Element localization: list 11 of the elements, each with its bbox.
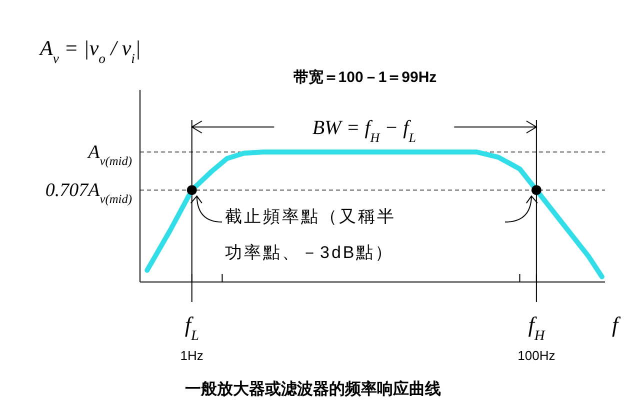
text: 一般放大器或滤波器的频率响应曲线 <box>185 379 441 398</box>
ref-line-label: A$_{v(mid)}$ <box>86 142 132 168</box>
y-axis-title: A$_{v}$ = |v$_{o}$ / v$_{i}$| <box>38 36 141 66</box>
text: BW = f$_{H}$ − f$_{L}$ <box>312 117 416 144</box>
annotation: 截止頻率點（又稱半 <box>225 207 396 226</box>
x-axis-title: f <box>612 312 621 337</box>
text: 带宽＝100－1＝99Hz <box>293 68 437 86</box>
x-tick-label: f$_{L}$ 1Hz <box>180 312 204 363</box>
ref-line-label: 0.707A$_{v(mid)}$ <box>45 180 132 206</box>
annotation: 功率點、－3dB點） <box>225 243 394 262</box>
x-tick-label: f$_{H}$ 100Hz <box>518 312 556 363</box>
